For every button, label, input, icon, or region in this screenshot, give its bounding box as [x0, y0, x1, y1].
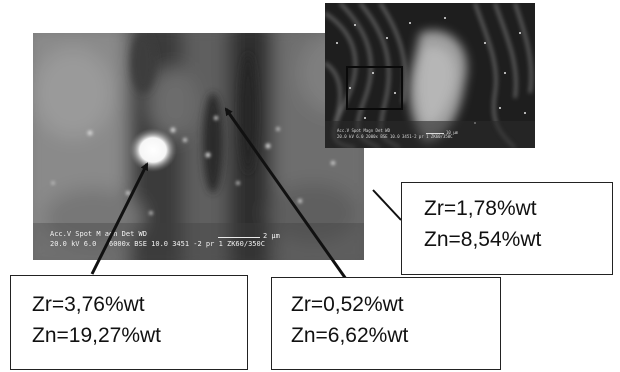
callout-composition-inset: Zr=1,78%wt Zn=8,54%wt	[401, 182, 613, 275]
zn-value: Zn=8,54%wt	[424, 224, 612, 255]
main-scale-label: 2 μm	[263, 232, 280, 240]
zr-value: Zr=3,76%wt	[32, 289, 247, 320]
zr-value: Zr=0,52%wt	[291, 289, 500, 320]
callout-composition-particle: Zr=3,76%wt Zn=19,27%wt	[10, 275, 248, 370]
inset-meta-line-2: 20.0 kV 6.0 2000x BSE 10.0 3451-2 pr 1 Z…	[337, 134, 453, 139]
zr-value: Zr=1,78%wt	[424, 193, 612, 224]
zn-value: Zn=6,62%wt	[291, 320, 500, 351]
main-meta-line-1: Acc.V Spot M agn Det WD	[50, 230, 147, 238]
inset-meta-line-1: Acc.V Spot Magn Det WD	[337, 128, 390, 133]
main-meta-line-2: 20.0 kV 6.0 6000x BSE 10.0 3451 -2 pr 1 …	[50, 240, 265, 248]
sem-micrograph-main	[33, 33, 364, 260]
inset-scale-bar	[426, 133, 444, 134]
line-to-inset	[373, 190, 401, 220]
sem-micrograph-inset	[325, 3, 535, 148]
sem-inset-image	[325, 3, 535, 148]
sem-main-image	[33, 33, 364, 260]
main-scale-bar	[218, 237, 260, 238]
callout-composition-matrix: Zr=0,52%wt Zn=6,62%wt	[271, 277, 501, 370]
inset-scale-label: 10 μm	[446, 130, 458, 135]
zn-value: Zn=19,27%wt	[32, 320, 247, 351]
